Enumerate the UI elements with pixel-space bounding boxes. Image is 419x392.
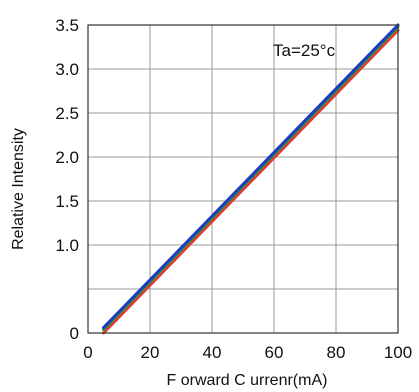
x-axis-title: F orward C urrenr(mA) <box>167 372 328 389</box>
temperature-annotation: Ta=25°c <box>273 41 336 60</box>
y-tick-label: 3.0 <box>55 60 79 79</box>
plot-frame <box>87 24 399 334</box>
y-tick-label: 3.5 <box>55 16 79 35</box>
x-tick-label: 100 <box>384 343 412 362</box>
y-tick-label: 2.0 <box>55 148 79 167</box>
y-tick-label: 2.5 <box>55 104 79 123</box>
x-tick-label: 80 <box>327 343 346 362</box>
y-tick-label: 1.5 <box>55 192 79 211</box>
y-tick-label: 0 <box>70 324 79 343</box>
x-tick-label: 40 <box>203 343 222 362</box>
x-tick-label: 20 <box>141 343 160 362</box>
y-axis-title: Relative Intensity <box>10 128 27 250</box>
y-tick-label: 1.0 <box>55 236 79 255</box>
grid <box>88 25 398 333</box>
x-axis-ticks: 0 20 40 60 80 100 <box>83 343 412 362</box>
series-line-2 <box>102 23 400 330</box>
series-lines <box>102 23 400 335</box>
x-tick-label: 0 <box>83 343 92 362</box>
y-axis-ticks: 0 1.0 1.5 2.0 2.5 3.0 3.5 <box>55 16 79 343</box>
x-tick-label: 60 <box>265 343 284 362</box>
series-line-0 <box>102 28 400 335</box>
